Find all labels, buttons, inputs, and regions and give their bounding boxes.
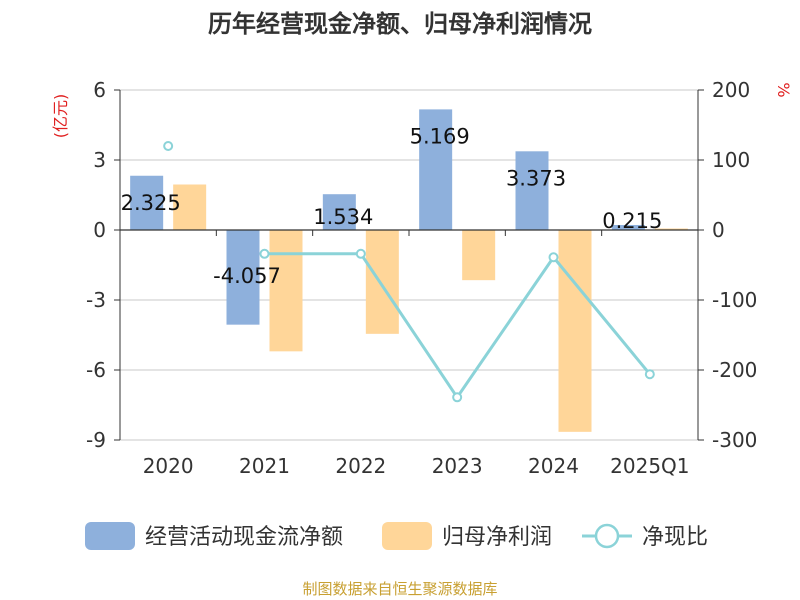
- right-axis-unit: %: [774, 82, 793, 97]
- right-tick-label: -200: [712, 358, 757, 382]
- data-labels: 2.325 -4.057 1.534 5.169 3.373 0.215: [121, 124, 663, 288]
- legend-swatch-cash-flow: [85, 522, 135, 550]
- data-label-cash-flow: 2.325: [121, 191, 181, 215]
- chart-title: 历年经营现金净额、归母净利润情况: [208, 10, 592, 38]
- bar-net-profit: [558, 230, 592, 432]
- bar-cash-flow: [419, 109, 453, 230]
- x-tick-label: 2023: [432, 454, 483, 478]
- bar-cash-flow: [130, 175, 164, 230]
- bar-net-profit: [462, 230, 496, 281]
- legend: 经营活动现金流净额 归母净利润 净现比: [85, 522, 708, 550]
- x-tick-label: 2025Q1: [610, 454, 689, 478]
- ratio-point: [548, 252, 559, 263]
- bar-cash-flow: [611, 224, 645, 230]
- ratio-point: [452, 392, 463, 403]
- bar-cash-flow: [226, 230, 260, 325]
- bar-net-profit: [269, 230, 303, 352]
- bar-net-profit: [173, 184, 207, 230]
- grid-lines: [120, 89, 698, 441]
- right-tick-label: -100: [712, 288, 757, 312]
- legend-swatch-ratio-marker: [594, 523, 620, 549]
- left-tick-label: -3: [86, 288, 106, 312]
- right-tick-label: -300: [712, 428, 757, 452]
- data-label-cash-flow: -4.057: [213, 264, 281, 288]
- ratio-point: [355, 248, 366, 259]
- ratio-point: [259, 248, 270, 259]
- source-text: 制图数据来自恒生聚源数据库: [302, 580, 497, 598]
- left-axis-unit: (亿元): [51, 94, 70, 139]
- data-label-cash-flow: 3.373: [506, 166, 566, 190]
- axes: 6 3 0 -3 -6 -9 200 100 0 -100 -200 -300 2020 2021 2022…: [86, 78, 757, 478]
- bar-net-profit: [654, 228, 688, 230]
- bars: [130, 109, 688, 432]
- legend-label-net-profit: 归母净利润: [442, 525, 552, 550]
- legend-label-ratio: 净现比: [642, 525, 708, 550]
- right-tick-label: 200: [712, 78, 750, 102]
- legend-label-cash-flow: 经营活动现金流净额: [145, 525, 343, 550]
- right-tick-label: 0: [712, 218, 725, 242]
- data-label-cash-flow: 0.215: [602, 209, 662, 233]
- legend-swatch-net-profit: [382, 522, 432, 550]
- left-tick-label: 6: [93, 78, 106, 102]
- bar-cash-flow: [515, 151, 549, 230]
- x-tick-label: 2022: [335, 454, 386, 478]
- right-tick-label: 100: [712, 148, 750, 172]
- left-tick-label: 0: [93, 218, 106, 242]
- data-label-cash-flow: 5.169: [410, 124, 470, 148]
- left-tick-label: 3: [93, 148, 106, 172]
- ratio-line: [163, 141, 655, 403]
- left-tick-label: -9: [86, 428, 106, 452]
- left-tick-label: -6: [86, 358, 106, 382]
- ratio-point: [644, 369, 655, 380]
- bar-cash-flow: [322, 194, 356, 230]
- x-tick-label: 2020: [143, 454, 194, 478]
- x-tick-label: 2024: [528, 454, 579, 478]
- x-tick-label: 2021: [239, 454, 290, 478]
- ratio-line-path: [264, 252, 651, 400]
- bar-net-profit: [365, 230, 399, 334]
- data-label-cash-flow: 1.534: [313, 205, 373, 229]
- ratio-point: [163, 141, 174, 151]
